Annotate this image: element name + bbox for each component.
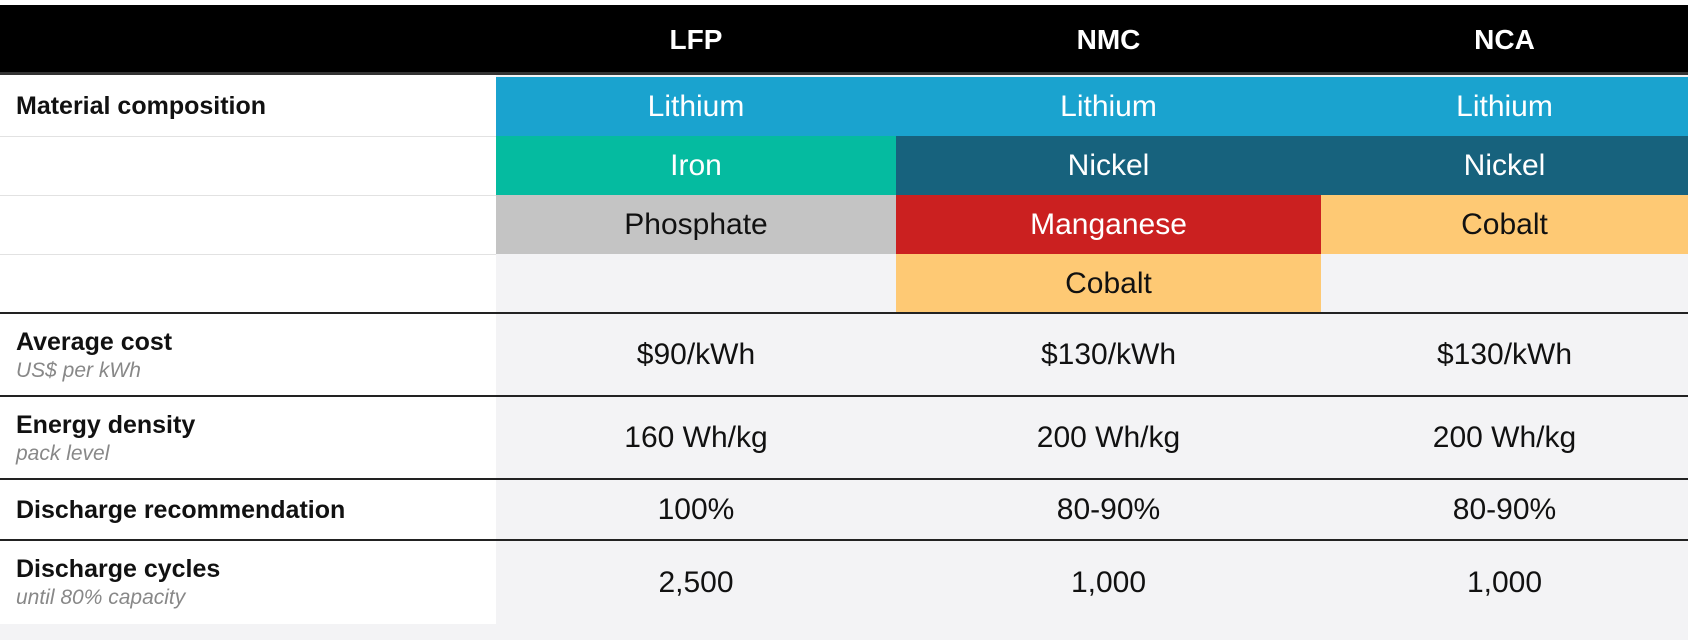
material-cell: Cobalt [896, 254, 1321, 313]
label-text: Energy density [16, 410, 196, 439]
material-cell: Lithium [1321, 77, 1688, 136]
label-text: Discharge cycles [16, 555, 221, 583]
material-cell: Cobalt [1321, 195, 1688, 254]
row-rule [0, 539, 1688, 541]
row-rule [0, 312, 1688, 314]
value-cell: 200 Wh/kg [1036, 421, 1181, 454]
label-text: Average cost [16, 327, 173, 356]
material-cell: Lithium [496, 77, 896, 136]
row-divider [0, 195, 496, 196]
value-cell: 160 Wh/kg [624, 421, 768, 454]
value-cell: 200 Wh/kg [1432, 421, 1577, 454]
value-cell: $130/kWh [1040, 338, 1177, 371]
sublabel-text: US$ per kWh [16, 358, 141, 382]
label-text: Material composition [16, 92, 267, 120]
sublabel-text: pack level [16, 441, 110, 465]
row-label: Energy density pack level [0, 397, 496, 479]
value-cell: 1,000 [1070, 565, 1147, 599]
material-cell: Nickel [1321, 136, 1688, 195]
row-label: Discharge recommendation [0, 480, 496, 540]
value-cell: 80-90% [1056, 493, 1161, 526]
row-label: Average cost US$ per kWh [0, 314, 496, 396]
material-cell: Nickel [896, 136, 1321, 195]
material-cell: Manganese [896, 195, 1321, 254]
row-rule [0, 478, 1688, 480]
material-cell: Iron [496, 136, 896, 195]
material-cell: Lithium [896, 77, 1321, 136]
sublabel-text: until 80% capacity [16, 586, 186, 609]
row-divider [0, 136, 496, 137]
material-cell: Phosphate [496, 195, 896, 254]
column-header: LFP [669, 24, 723, 55]
row-label: Discharge cycles until 80% capacity [0, 541, 496, 624]
value-cell: $130/kWh [1436, 338, 1573, 371]
value-cell: 2,500 [658, 565, 734, 599]
bottom-area [0, 624, 1688, 640]
value-cell: 80-90% [1452, 493, 1557, 526]
value-cell: 100% [657, 493, 735, 526]
row-divider [0, 254, 496, 255]
header-bar [0, 5, 1688, 75]
column-header: NMC [1076, 24, 1141, 55]
row-rule [0, 395, 1688, 397]
value-cell: 1,000 [1466, 565, 1543, 599]
label-text: Discharge recommendation [16, 495, 346, 524]
value-cell: $90/kWh [636, 338, 756, 371]
column-header: NCA [1474, 24, 1535, 55]
row-label: Material composition [0, 77, 496, 136]
